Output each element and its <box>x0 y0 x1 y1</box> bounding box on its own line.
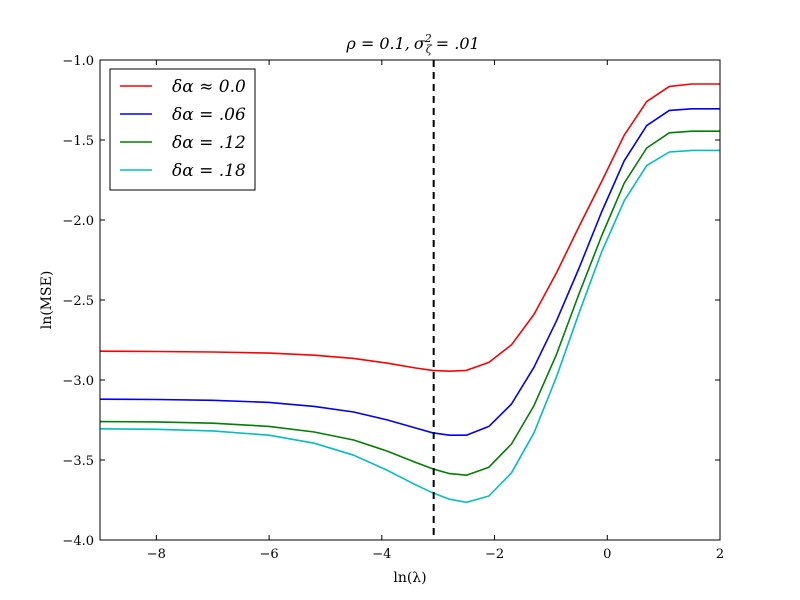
series-line-1 <box>99 108 720 436</box>
y-tick-label: −2.0 <box>62 214 94 229</box>
y-tick-label: −3.0 <box>62 374 94 389</box>
x-tick-label: 2 <box>716 547 724 562</box>
x-tick-label: 0 <box>603 547 611 562</box>
y-tick-label: −2.5 <box>62 294 94 309</box>
x-tick-label: −4 <box>372 547 391 562</box>
series-line-0 <box>99 83 720 372</box>
plot-area: −8 −6 −4 −2 0 2 −1.0 −1.5 −2.0 −2.5 −3.0 −3.5 −4.0 δα… <box>62 54 724 562</box>
y-tick-label: −4.0 <box>62 534 94 549</box>
x-tick-label: −8 <box>147 547 166 562</box>
legend-label-3: δα = .18 <box>172 161 246 181</box>
y-tick-label: −1.0 <box>62 54 94 69</box>
x-tick-label: −6 <box>260 547 279 562</box>
legend-label-2: δα = .12 <box>172 133 246 153</box>
x-tick-label: −2 <box>485 547 504 562</box>
y-axis-label: ln(MSE) <box>39 271 55 330</box>
legend-label-0: δα ≈ 0.0 <box>172 77 246 97</box>
y-tick-label: −3.5 <box>62 454 94 469</box>
chart-title: ρ = 0.1, σ2 ζ = .01 <box>345 32 479 56</box>
x-axis-label: ln(λ) <box>393 570 426 586</box>
series-line-2 <box>99 130 720 476</box>
legend-label-1: δα = .06 <box>172 105 246 125</box>
series-line-3 <box>99 149 720 504</box>
y-tick-label: −1.5 <box>62 134 94 149</box>
